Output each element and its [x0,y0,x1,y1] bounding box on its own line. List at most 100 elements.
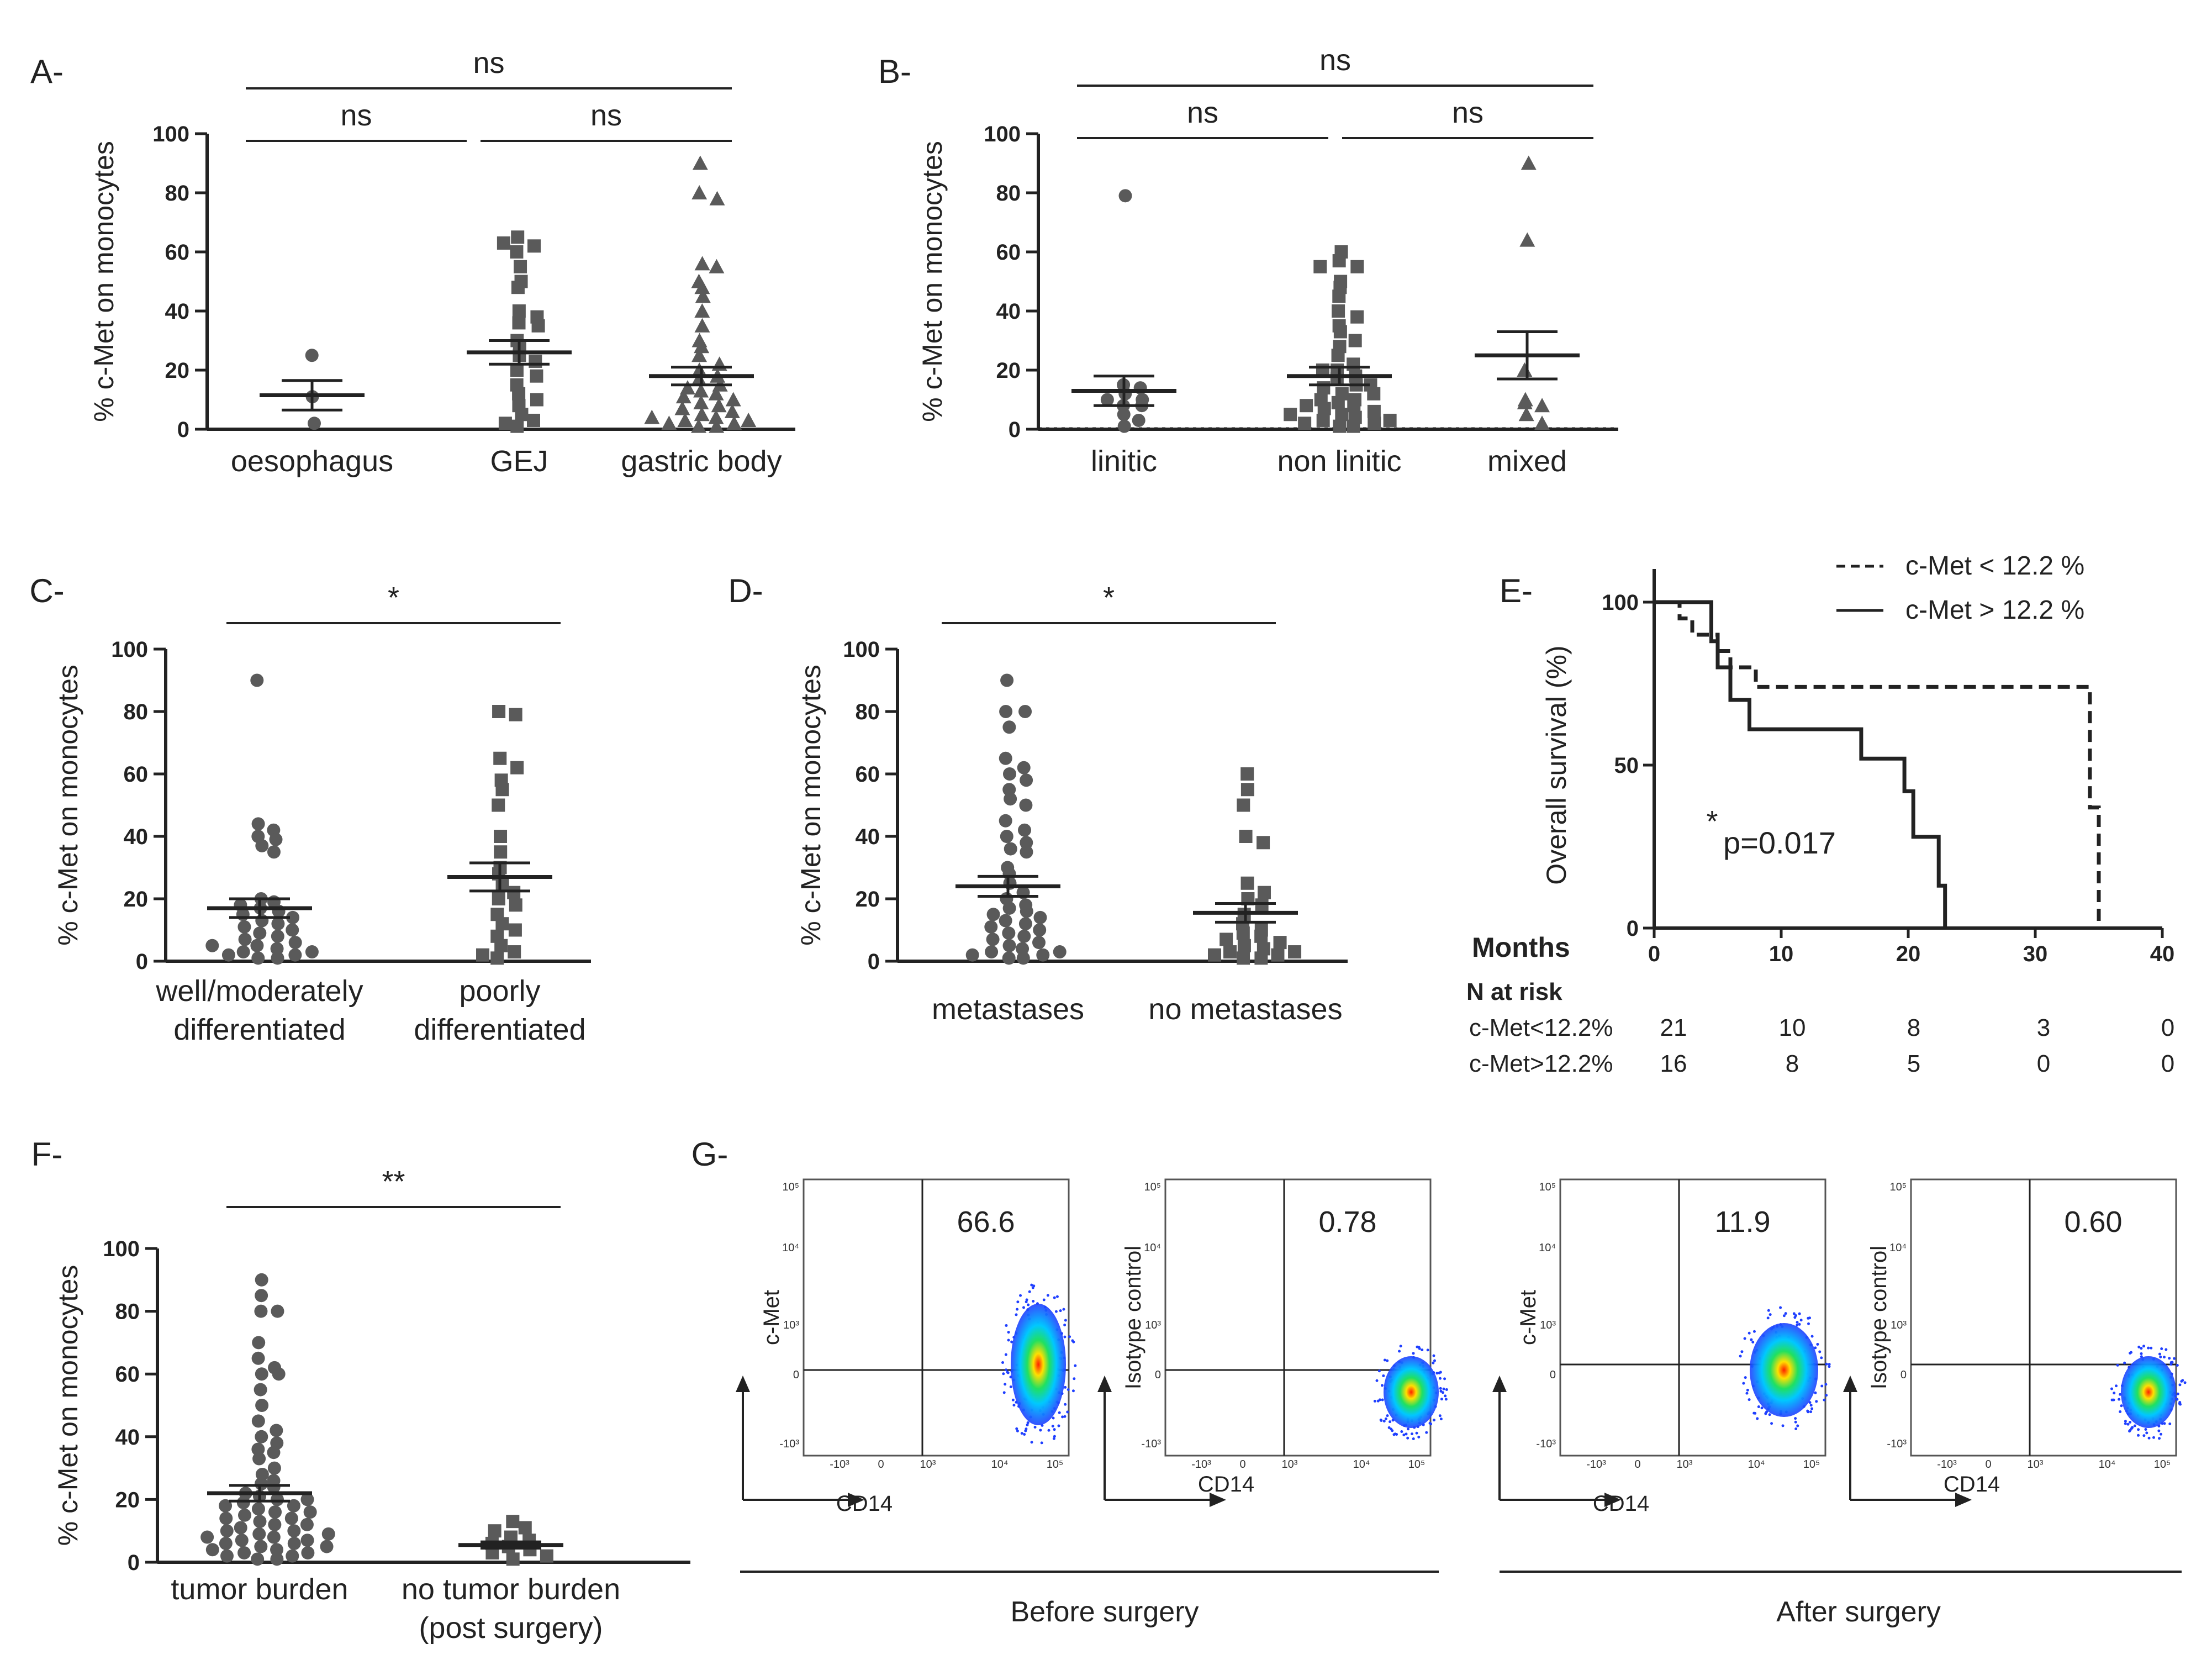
risk-value: 0 [2161,1050,2174,1077]
event-dot [1743,1337,1746,1340]
group-label: After surgery [1776,1596,1941,1628]
event-dot [1756,1417,1759,1420]
y-tick-label: 100 [984,122,1021,146]
significance-label: * [388,581,399,614]
event-dot [2120,1404,2123,1408]
flow-tick-x: 10⁵ [1047,1458,1064,1471]
y-tick-label: 60 [165,240,190,265]
event-dot [1016,1300,1020,1304]
data-point [254,1540,268,1553]
event-dot [1764,1412,1767,1415]
data-point [691,418,707,433]
event-dot [1784,1312,1787,1315]
data-point [512,304,526,318]
data-point [270,1552,284,1566]
event-dot [1399,1345,1402,1348]
data-point [1237,939,1251,952]
event-dot [2176,1398,2179,1401]
data-point [692,155,708,170]
annotation-star: * [1706,805,1718,838]
data-point [1521,155,1537,170]
event-dot [1053,1428,1056,1431]
data-point [1383,413,1397,427]
data-point [1367,404,1381,418]
data-point [1002,926,1016,940]
event-dot [2176,1392,2179,1395]
data-point [1017,929,1031,943]
event-dot [1002,1372,1005,1376]
y-tick-label: 40 [856,825,880,849]
event-dot [1815,1400,1818,1403]
event-dot [1380,1419,1383,1422]
flow-tick-x: 10⁴ [1353,1458,1370,1471]
event-dot [1052,1437,1055,1440]
data-point [511,230,525,244]
event-dot [1382,1374,1385,1377]
event-dot [1744,1376,1747,1379]
data-point [518,1521,532,1535]
data-point [303,1505,317,1519]
x-tick-label: 30 [2023,942,2048,966]
event-dot [2142,1434,2146,1437]
y-tick-label: 20 [124,887,149,911]
panel-F: F- 0 20 40 60 80 100 % c-Met on monocytes tumor … [31,1136,690,1645]
event-dot [1410,1432,1413,1436]
event-dot [1432,1354,1435,1357]
data-point [708,386,724,401]
data-point [251,951,265,965]
flow-tick-y: 10⁴ [782,1242,799,1254]
event-dot [2128,1430,2131,1433]
panel-B: B- 0 20 40 60 80 100 % c-Met on monocytes liniti… [878,44,1618,478]
panel-C: C- 0 20 40 60 80 100 % c-Met on monocytes well/m… [29,572,591,1046]
data-point [307,417,321,430]
event-dot [1794,1427,1798,1430]
event-dot [1027,1303,1030,1306]
flow-tick-y: -10³ [1536,1438,1556,1450]
data-point [268,1505,282,1519]
density-core [1384,1356,1439,1428]
data-point [255,1399,269,1412]
data-point [1020,904,1033,918]
y-axis-title: % c-Met on monocytes [88,141,119,422]
data-point [999,814,1012,828]
panel-A: A- 0 20 40 60 80 100 % c-Met on monocytes oesoph… [30,46,795,478]
data-point [984,920,998,934]
event-dot [1768,1413,1771,1416]
data-point [252,1336,266,1350]
data-point [1036,948,1050,962]
event-dot [1071,1389,1075,1393]
flow-plot: 10⁵ 10⁴ 10³ 0 -10³ -10³ 0 10³ 10⁴ 10⁵ 66.6 c-Met CD1… [736,1178,1077,1516]
data-point [694,280,710,294]
data-point [691,362,708,377]
data-point [1020,773,1033,787]
data-point [255,839,269,852]
panel-label: B- [878,53,911,90]
data-point [1240,767,1254,781]
event-dot [2118,1398,2121,1401]
event-dot [1019,1294,1022,1297]
flow-tick-y: 0 [1550,1369,1556,1381]
data-point [488,1524,501,1538]
data-point [221,948,235,962]
panel-label: C- [29,572,64,609]
event-dot [1005,1324,1008,1327]
data-point [1033,910,1047,924]
category-label: well/moderately [155,974,363,1008]
data-point [1300,399,1313,413]
event-dot [1746,1388,1749,1392]
data-point [1316,413,1330,427]
event-dot [2160,1432,2163,1436]
event-dot [1406,1436,1409,1440]
event-dot [1416,1345,1419,1348]
data-point [252,1527,266,1541]
y-tick-label: 0 [177,418,189,442]
arrow-y-head [1097,1376,1112,1392]
event-dot [2152,1436,2155,1439]
event-dot [1068,1335,1071,1339]
data-point [1332,254,1346,268]
data-point [235,1534,249,1547]
data-point [1258,886,1271,899]
data-point [1004,792,1017,806]
event-dot [2124,1422,2127,1425]
